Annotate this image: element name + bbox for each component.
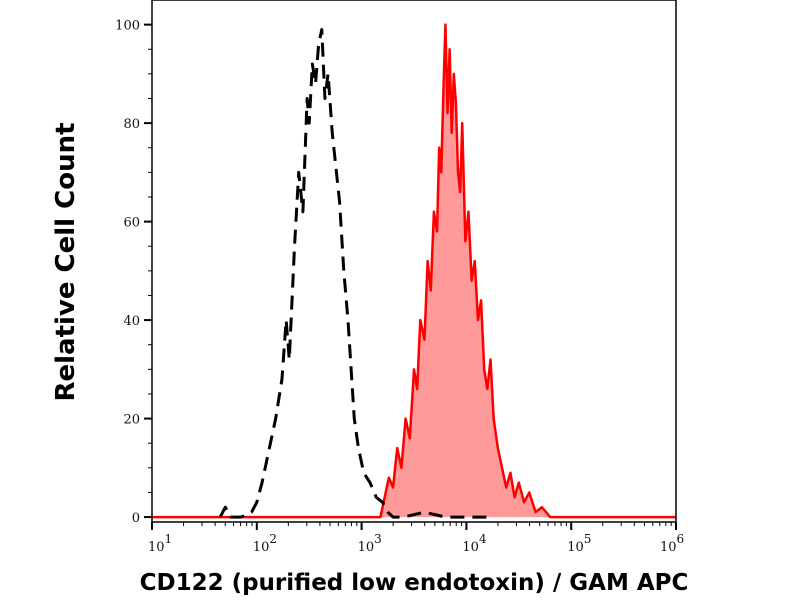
- y-axis-title: Relative Cell Count: [51, 122, 81, 401]
- x-tick-label: 106: [660, 532, 684, 555]
- x-tick-label: 104: [462, 532, 487, 555]
- plot-frame: [151, 0, 677, 523]
- x-tick-label: 103: [358, 532, 382, 555]
- series-line-isotype-control: [218, 28, 488, 519]
- x-tick-exponent: 3: [374, 532, 382, 546]
- y-tick-label: 0: [132, 511, 140, 526]
- y-tick-label: 40: [123, 314, 140, 329]
- series-line-CD122-stained: [152, 23, 676, 519]
- x-tick-exponent: 4: [479, 532, 487, 546]
- x-tick-exponent: 2: [269, 532, 277, 546]
- y-tick-label: 60: [123, 216, 140, 231]
- x-tick-label: 105: [567, 532, 591, 555]
- x-tick-label: 101: [148, 532, 172, 555]
- x-axis-title: CD122 (purified low endotoxin) / GAM APC: [140, 570, 689, 596]
- y-tick-label: 100: [115, 19, 140, 34]
- x-tick-exponent: 5: [584, 532, 592, 546]
- axes: 0 20 40 60 80 100 101 102 103 104 105 106: [115, 0, 684, 555]
- y-tick-label: 20: [123, 413, 140, 428]
- x-tick-label: 102: [253, 532, 277, 555]
- y-tick-label: 80: [123, 117, 140, 132]
- plot-area: [152, 23, 676, 519]
- x-tick-exponent: 1: [165, 532, 173, 546]
- series-fill-CD122-stained: [152, 24, 676, 518]
- x-tick-exponent: 6: [677, 532, 685, 546]
